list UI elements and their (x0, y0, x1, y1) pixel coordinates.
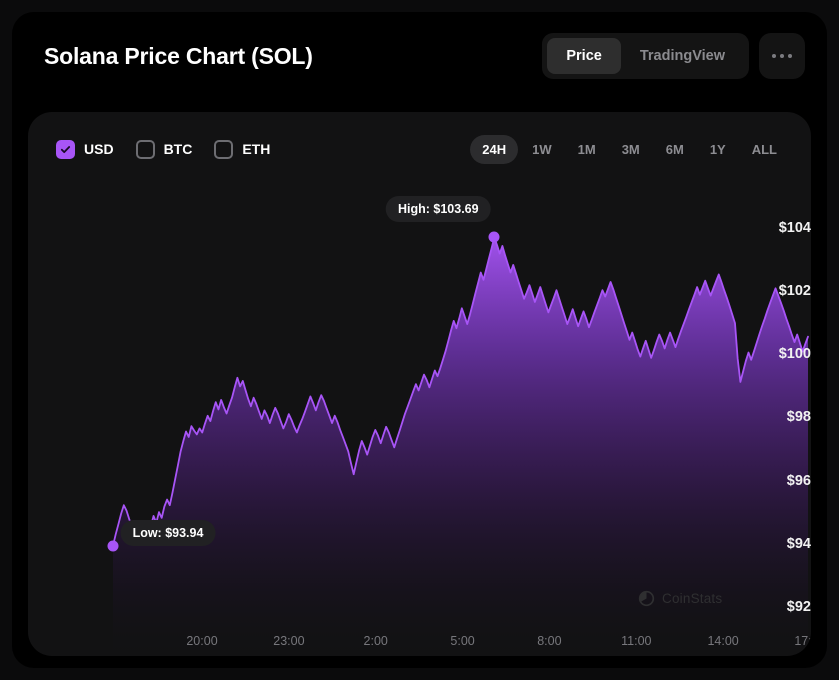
price-area-fill (113, 237, 808, 656)
high-tooltip: High: $103.69 (386, 196, 491, 223)
currency-label-eth: ETH (242, 141, 271, 157)
tab-price[interactable]: Price (547, 38, 621, 74)
low-marker-dot (107, 540, 119, 552)
range-all[interactable]: ALL (751, 141, 777, 157)
currency-option-btc[interactable]: BTC (135, 139, 193, 159)
kebab-dot-icon (788, 54, 792, 58)
range-24h[interactable]: 24H (470, 134, 519, 164)
high-marker-dot (488, 231, 500, 243)
range-1w[interactable]: 1W (532, 141, 552, 157)
price-plot[interactable]: $104 $102 $100 $98 $96 $94 $92 20:00 23:00 2:00 5… (28, 186, 811, 656)
checkbox-usd[interactable] (56, 139, 75, 159)
currency-option-eth[interactable]: ETH (214, 139, 271, 159)
currency-filter-group: USD BTC (56, 139, 271, 159)
header-actions: Price TradingView (542, 33, 805, 79)
checkbox-btc[interactable] (135, 139, 155, 159)
kebab-dot-icon (780, 54, 784, 58)
chart-panel: USD BTC (28, 112, 811, 656)
time-range-group: 24H 1W 1M 3M 6M 1Y ALL (470, 134, 789, 164)
currency-label-btc: BTC (163, 141, 193, 157)
currency-option-usd[interactable]: USD (56, 139, 114, 159)
price-chart-card: Solana Price Chart (SOL) Price TradingVi… (12, 12, 827, 668)
low-tooltip: Low: $93.94 (120, 519, 216, 546)
range-6m[interactable]: 6M (665, 141, 684, 157)
chart-controls: USD BTC (28, 112, 811, 186)
price-line (112, 236, 809, 547)
range-1m[interactable]: 1M (577, 141, 596, 157)
range-1y[interactable]: 1Y (709, 141, 726, 157)
range-3m[interactable]: 3M (621, 141, 640, 157)
card-header: Solana Price Chart (SOL) Price TradingVi… (12, 12, 827, 100)
tab-tradingview[interactable]: TradingView (639, 48, 725, 64)
page-title: Solana Price Chart (SOL) (44, 42, 313, 69)
price-line-chart (112, 236, 809, 656)
kebab-dot-icon (772, 54, 776, 58)
currency-label-usd: USD (84, 141, 114, 157)
view-toggle-group: Price TradingView (542, 33, 749, 79)
checkbox-eth[interactable] (214, 139, 234, 159)
more-options-button[interactable] (759, 33, 805, 79)
